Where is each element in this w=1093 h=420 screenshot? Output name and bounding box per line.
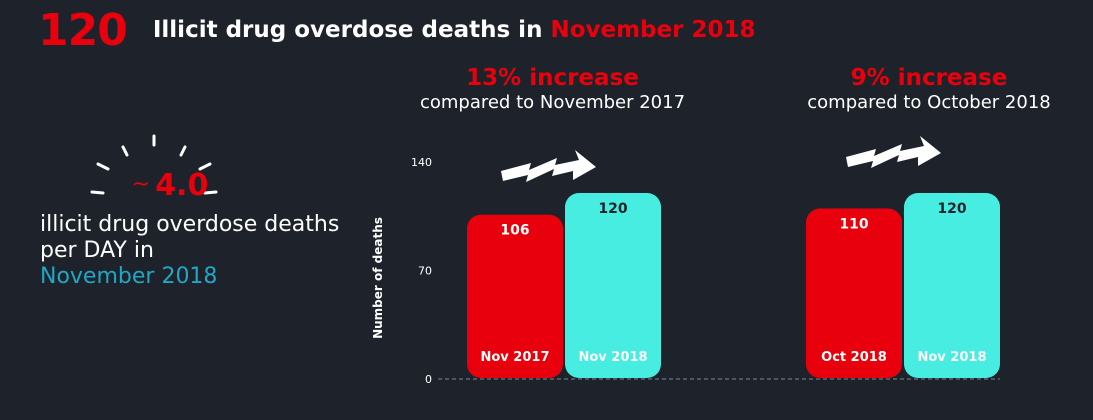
headline-accent: November 2018 — [550, 17, 756, 43]
bar — [806, 208, 902, 378]
daily-caption-accent: November 2018 — [40, 264, 218, 289]
comparison-text-2: compared to October 2018 — [807, 92, 1051, 113]
burst-icon — [90, 134, 218, 195]
y-tick-label: 70 — [418, 265, 432, 278]
daily-caption-text: illicit drug overdose deaths per DAY in — [40, 212, 340, 263]
bar-value-label: 120 — [598, 201, 627, 217]
bar-category-label: Nov 2018 — [579, 350, 648, 365]
approx-sign: ~ — [131, 172, 151, 197]
headline-number: 120 — [38, 4, 128, 56]
daily-rate-caption: illicit drug overdose deaths per DAY in … — [40, 212, 340, 290]
daily-rate-value: ~ 4.0 — [100, 168, 240, 203]
bar-category-label: Nov 2017 — [481, 350, 550, 365]
bar-value-label: 120 — [937, 201, 966, 217]
comparison-callout-2: 9% increase compared to October 2018 — [770, 64, 1088, 114]
headline-text: Illicit drug overdose deaths in — [152, 17, 543, 43]
bar-category-label: Oct 2018 — [821, 350, 887, 365]
chart-arrows — [501, 136, 941, 182]
y-tick-label: 140 — [411, 156, 432, 169]
headline: 120 Illicit drug overdose deaths in Nove… — [38, 4, 756, 56]
bar-category-label: Nov 2018 — [918, 350, 987, 365]
y-tick-label: 0 — [425, 373, 432, 386]
bar-value-label: 106 — [500, 223, 529, 239]
chart-bars: 106 Nov 2017 120 Nov 2018 110 Oct 2018 120 Nov … — [467, 193, 1000, 378]
y-axis-title: Number of deaths — [371, 217, 385, 339]
chart-axes: 0 70 140 Number of deaths — [371, 156, 1000, 386]
daily-rate-number: 4.0 — [155, 168, 209, 203]
comparison-callout-1: 13% increase compared to November 2017 — [380, 64, 725, 114]
comparison-percent-2: 9% increase — [850, 65, 1008, 91]
comparison-text-1: compared to November 2017 — [419, 92, 686, 113]
bar — [904, 193, 1000, 378]
zigzag-arrow-icon — [846, 136, 941, 168]
zigzag-arrow-icon — [501, 150, 596, 182]
bar — [565, 193, 661, 378]
bar-value-label: 110 — [839, 217, 868, 233]
bar — [467, 214, 563, 378]
comparison-percent-1: 13% increase — [466, 65, 639, 91]
